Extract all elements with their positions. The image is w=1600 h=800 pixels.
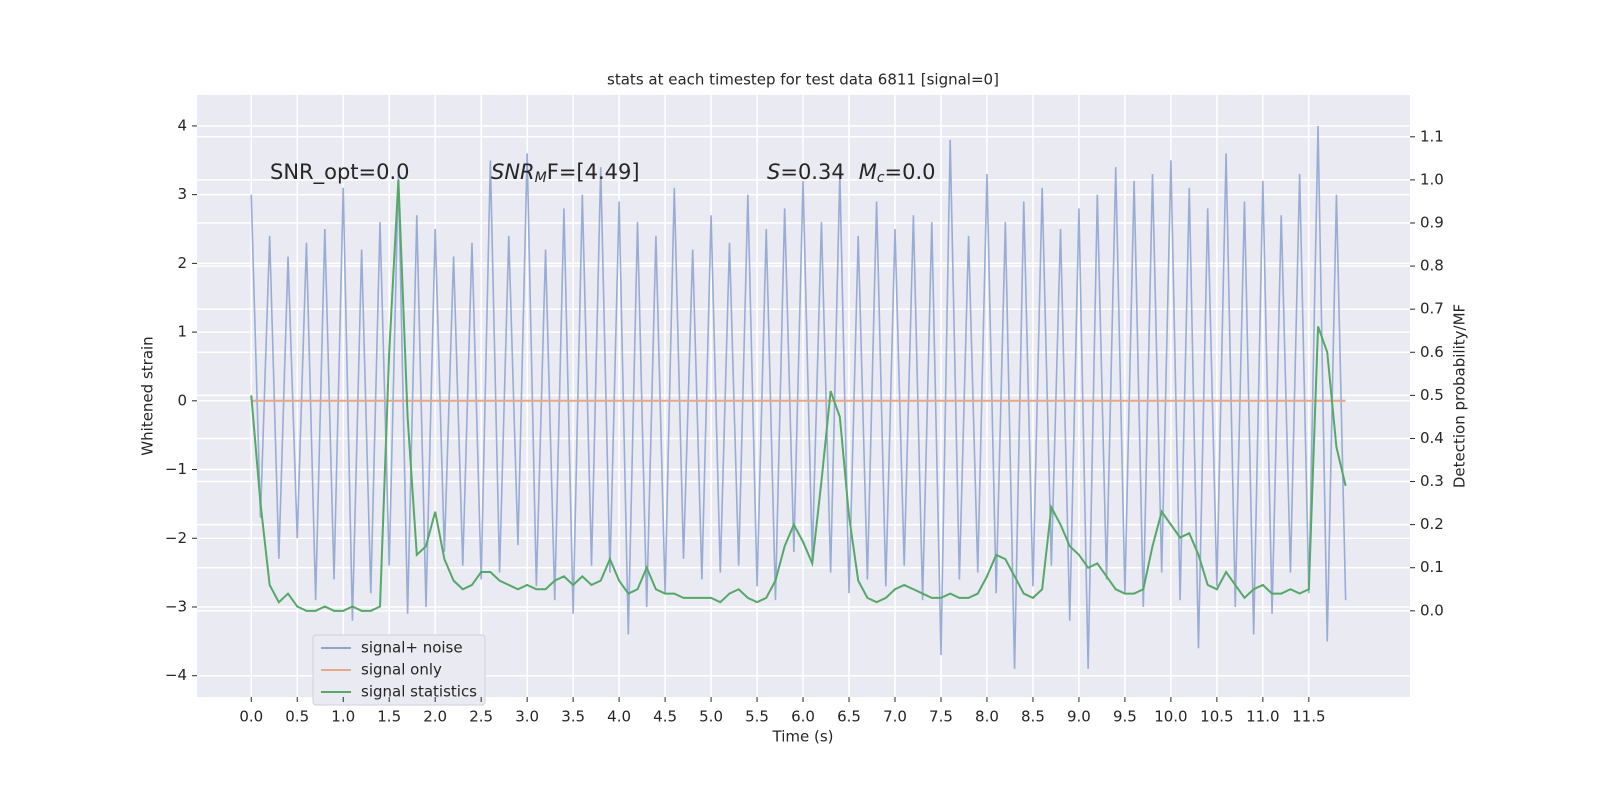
annotation: SNR_opt=0.0 — [270, 160, 410, 185]
y2-tick-label: 0.6 — [1420, 343, 1444, 361]
legend-box — [312, 634, 486, 706]
x-tick-label: 11.5 — [1292, 708, 1325, 726]
annotation-part: M — [535, 170, 547, 186]
x-tick-label: 10.5 — [1200, 708, 1233, 726]
y-tick-label: −4 — [165, 666, 187, 684]
y2-tick-label: 0.4 — [1420, 429, 1444, 447]
y-tick-label: 3 — [177, 185, 187, 203]
y2-tick-label: 0.3 — [1420, 472, 1444, 490]
x-tick-label: 3.5 — [561, 708, 585, 726]
y2-tick-label: 0.9 — [1420, 213, 1444, 231]
series-line — [250, 125, 1347, 669]
legend: signal+ noise signal only signal statistic… — [312, 634, 486, 706]
x-tick-label: 2.0 — [423, 708, 447, 726]
annotation-part: c — [877, 170, 885, 186]
y2-tick-label: 0.2 — [1420, 515, 1444, 533]
x-tick-label: 4.0 — [607, 708, 631, 726]
y-axis-label: Whitened strain — [139, 336, 157, 455]
y-tick-label: −2 — [165, 529, 187, 547]
y-tick-label: 4 — [177, 116, 187, 134]
y2-tick-label: 0.1 — [1420, 558, 1444, 576]
annotation-part: S — [767, 160, 780, 184]
y2-tick-label: 0.0 — [1420, 601, 1444, 619]
y2-axis-label: Detection probability/MF — [1451, 304, 1469, 488]
x-tick-label: 0.5 — [285, 708, 309, 726]
y2-tick-label: 1.1 — [1420, 127, 1444, 145]
y2-tick-label: 1.0 — [1420, 170, 1444, 188]
x-tick-label: 1.0 — [331, 708, 355, 726]
x-tick-label: 6.5 — [837, 708, 861, 726]
x-tick-label: 4.5 — [653, 708, 677, 726]
y2-tick-label: 0.5 — [1420, 386, 1444, 404]
x-tick-label: 5.5 — [745, 708, 769, 726]
x-tick-label: 10.0 — [1154, 708, 1187, 726]
annotation-part: =0.0 — [885, 160, 936, 184]
series-line — [250, 179, 1347, 612]
x-tick-label: 2.5 — [469, 708, 493, 726]
marks — [250, 125, 1347, 669]
y-tick-label: −1 — [165, 460, 187, 478]
x-tick-label: 9.5 — [1113, 708, 1137, 726]
y-tick-label: 0 — [177, 391, 187, 409]
y2-tick-label: 0.8 — [1420, 257, 1444, 275]
y-tick-label: −3 — [165, 597, 187, 615]
annotation: S=0.34 Mc=0.0 — [767, 160, 936, 186]
annotation-part: SNR — [491, 160, 535, 184]
legend-label: signal statistics — [361, 683, 477, 701]
chart-title: stats at each timestep for test data 681… — [607, 71, 999, 89]
x-tick-label: 5.0 — [699, 708, 723, 726]
x-tick-label: 8.0 — [975, 708, 999, 726]
x-tick-label: 0.0 — [239, 708, 263, 726]
x-tick-label: 6.0 — [791, 708, 815, 726]
x-tick-label: 11.0 — [1246, 708, 1279, 726]
annotation: SNRMF=[4.49] — [491, 160, 640, 186]
legend-label: signal only — [361, 661, 442, 679]
x-tick-label: 3.0 — [515, 708, 539, 726]
y-tick-label: 2 — [177, 254, 187, 272]
x-tick-label: 8.5 — [1021, 708, 1045, 726]
y-tick-label: 1 — [177, 323, 187, 341]
x-tick-label: 7.5 — [929, 708, 953, 726]
legend-label: signal+ noise — [361, 639, 463, 657]
y2-tick-label: 0.7 — [1420, 300, 1444, 318]
x-axis-label: Time (s) — [772, 728, 834, 746]
x-tick-label: 1.5 — [377, 708, 401, 726]
x-tick-label: 7.0 — [883, 708, 907, 726]
x-tick-label: 9.0 — [1067, 708, 1091, 726]
annotation-part: F=[4.49] — [547, 160, 640, 184]
annotation-part: M — [859, 160, 877, 184]
annotation-part: =0.34 — [780, 160, 844, 184]
